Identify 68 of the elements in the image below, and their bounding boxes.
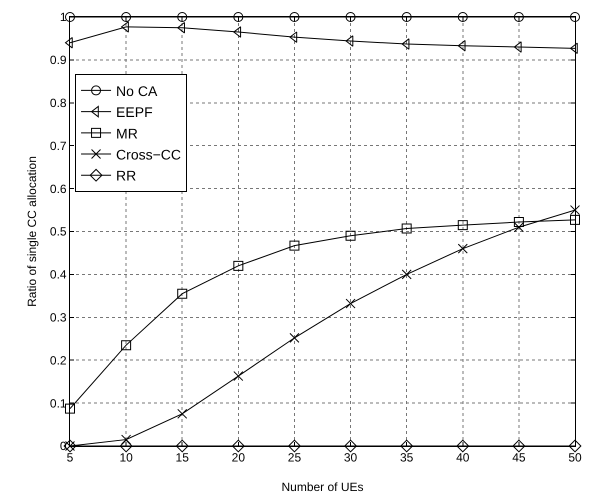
- x-tick-label: 50: [568, 450, 582, 464]
- legend-label: MR: [116, 125, 138, 142]
- legend-label: RR: [116, 168, 136, 184]
- point: [512, 440, 526, 452]
- point: [570, 205, 580, 216]
- point: [176, 440, 189, 452]
- point: [233, 260, 244, 271]
- point: [289, 12, 300, 22]
- y-tick-label: 0.5: [50, 224, 67, 239]
- point: [400, 440, 414, 452]
- point: [456, 440, 470, 452]
- legend-label: EEPF: [116, 104, 153, 120]
- x-tick-label: 35: [400, 450, 414, 464]
- point: [121, 12, 132, 22]
- point: [289, 240, 300, 251]
- point: [402, 224, 412, 234]
- point: [514, 12, 524, 22]
- point: [120, 440, 132, 452]
- x-axis-title: Number of UEs: [281, 480, 364, 494]
- y-tick-label: 1: [60, 10, 67, 24]
- y-tick-label: 0.8: [50, 96, 67, 110]
- point: [514, 41, 522, 53]
- point: [346, 298, 356, 309]
- point: [233, 26, 242, 38]
- point: [346, 230, 356, 241]
- point: [288, 440, 301, 452]
- point: [570, 12, 580, 22]
- y-tick-label: 0.1: [50, 396, 67, 410]
- x-tick-label: 45: [512, 450, 526, 464]
- point: [233, 12, 244, 22]
- point: [458, 220, 468, 230]
- point: [458, 12, 468, 22]
- point: [233, 371, 244, 382]
- x-tick-label: 5: [66, 450, 74, 464]
- point: [346, 12, 356, 22]
- point: [570, 214, 580, 225]
- y-tick-label: 0.3: [50, 310, 67, 324]
- legend-label: Cross−CC: [116, 146, 182, 162]
- y-tick-label: 0.7: [50, 138, 67, 153]
- point: [65, 404, 75, 414]
- point: [177, 408, 188, 419]
- x-tick-label: 10: [119, 450, 134, 464]
- x-tick-label: 40: [456, 450, 470, 464]
- point: [402, 269, 412, 280]
- y-tick-label: 0.9: [50, 53, 67, 68]
- y-tick-label: 0.2: [50, 353, 67, 368]
- legend-label: No CA: [116, 82, 158, 99]
- y-tick-label: 0.4: [50, 268, 67, 282]
- x-tick-label: 25: [288, 450, 302, 464]
- point: [65, 12, 75, 22]
- point: [344, 440, 357, 452]
- point: [514, 217, 524, 228]
- point: [232, 440, 245, 452]
- x-tick-label: 15: [176, 450, 190, 464]
- point: [177, 12, 188, 22]
- y-tick-label: 0.6: [50, 182, 67, 196]
- point: [568, 440, 582, 452]
- point: [289, 31, 298, 43]
- point: [289, 332, 300, 343]
- x-tick-label: 30: [344, 450, 358, 464]
- x-tick-label: 20: [232, 450, 246, 464]
- point: [121, 340, 132, 350]
- point: [177, 288, 188, 299]
- point: [458, 40, 466, 52]
- point: [458, 244, 468, 254]
- point: [402, 12, 412, 22]
- y-axis-title: Ratio of single CC allocation: [25, 156, 39, 307]
- point: [514, 222, 524, 232]
